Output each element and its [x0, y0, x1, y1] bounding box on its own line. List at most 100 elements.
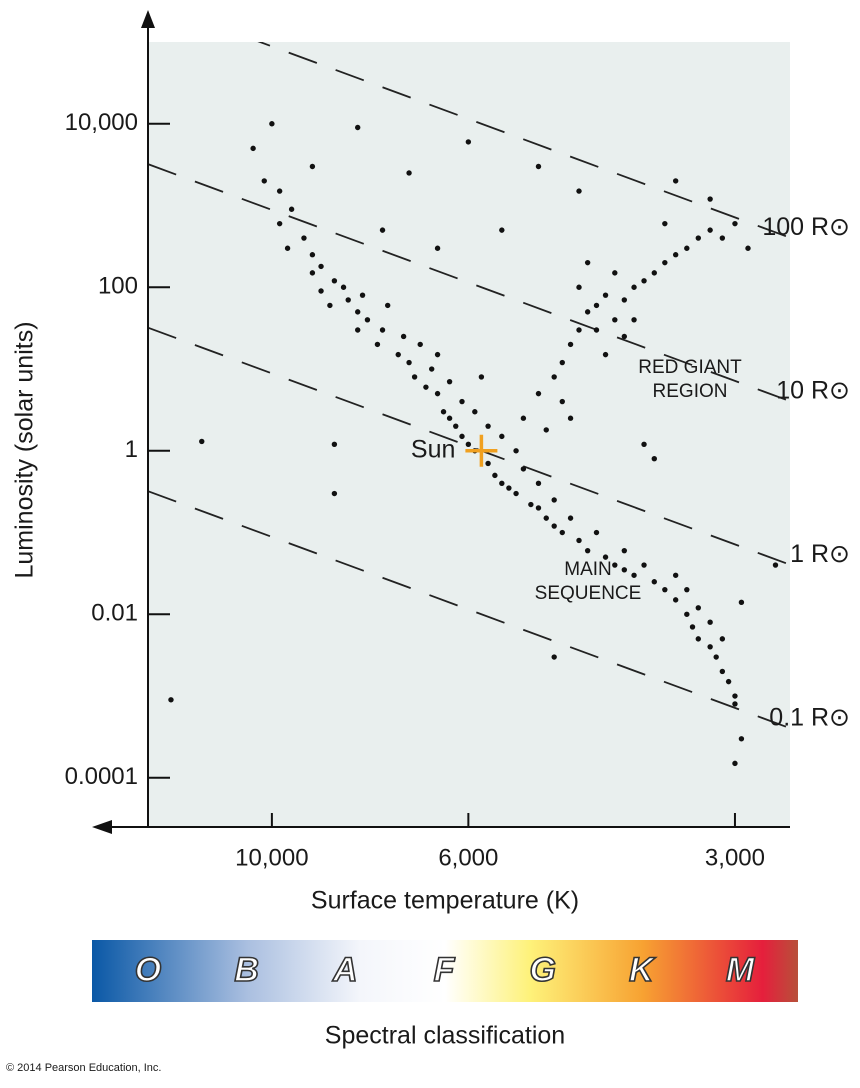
star	[492, 472, 498, 479]
star	[276, 188, 283, 194]
star	[374, 341, 381, 348]
radius-label: 10 R⊙	[776, 376, 850, 404]
star	[738, 736, 745, 742]
star	[331, 441, 338, 447]
star	[707, 227, 713, 233]
star	[318, 288, 324, 294]
star	[331, 490, 338, 497]
star	[719, 235, 726, 241]
star	[684, 586, 690, 593]
star	[551, 523, 557, 529]
star	[199, 438, 205, 445]
star	[355, 124, 361, 131]
star	[732, 693, 738, 699]
star	[567, 415, 574, 421]
star	[732, 220, 738, 227]
y-tick-label: 0.01	[91, 600, 138, 627]
radius-line	[148, 490, 790, 730]
star	[551, 654, 557, 660]
star	[593, 529, 600, 536]
star	[379, 327, 386, 333]
star	[695, 636, 702, 642]
star	[400, 333, 407, 340]
star	[738, 599, 745, 606]
spectral-class: O	[135, 951, 161, 989]
star	[478, 374, 485, 380]
region-note: REGION	[653, 381, 728, 402]
star	[631, 284, 637, 290]
star	[364, 317, 371, 323]
star	[725, 678, 732, 685]
star	[662, 259, 668, 266]
star	[621, 547, 628, 554]
star	[499, 227, 505, 233]
star	[472, 409, 478, 415]
spectral-class: B	[234, 951, 259, 989]
star	[612, 317, 618, 323]
star	[559, 398, 565, 405]
radius-line	[257, 42, 790, 239]
spectral-class: M	[726, 951, 755, 989]
star	[684, 611, 690, 617]
star	[411, 374, 418, 380]
star	[428, 366, 435, 372]
star	[689, 624, 696, 630]
star	[446, 415, 453, 421]
star	[641, 278, 647, 284]
region-note: RED GIANT	[638, 357, 742, 378]
star	[250, 145, 256, 152]
star	[309, 163, 316, 170]
sun-label: Sun	[411, 435, 455, 463]
star	[485, 460, 491, 467]
star	[732, 760, 738, 767]
star	[355, 327, 361, 333]
star	[513, 490, 519, 497]
spectral-bar	[92, 940, 798, 1002]
star	[576, 327, 582, 333]
star	[576, 188, 582, 194]
star	[695, 605, 702, 611]
star	[641, 441, 647, 447]
star	[651, 579, 657, 585]
star	[719, 636, 726, 642]
star	[331, 278, 338, 284]
star	[621, 297, 628, 303]
star	[535, 505, 542, 511]
star	[672, 178, 679, 184]
star	[535, 390, 542, 397]
star	[513, 448, 519, 454]
star	[631, 317, 637, 323]
star	[406, 359, 412, 366]
y-arrow	[141, 10, 155, 28]
star	[309, 252, 316, 258]
star	[576, 537, 582, 544]
star	[528, 501, 534, 508]
star	[584, 259, 591, 266]
star	[707, 644, 713, 650]
star	[417, 341, 423, 348]
star	[631, 572, 637, 578]
star	[499, 480, 505, 486]
spectral-title: Spectral classification	[325, 1022, 565, 1050]
star	[543, 515, 549, 521]
y-tick-label: 0.0001	[65, 763, 138, 790]
x-tick-label: 3,000	[705, 844, 765, 871]
star	[465, 139, 472, 145]
star	[327, 302, 333, 309]
star	[672, 597, 679, 603]
star	[520, 415, 527, 421]
star	[485, 423, 491, 429]
star	[707, 619, 713, 625]
star	[593, 327, 600, 333]
star	[651, 270, 657, 276]
spectral-class: A	[332, 951, 358, 989]
star	[576, 284, 582, 290]
star	[269, 121, 275, 127]
x-tick-label: 10,000	[235, 844, 308, 871]
star	[695, 235, 702, 241]
spectral-class: K	[629, 951, 656, 989]
star	[434, 245, 441, 251]
radius-label: 0.1 R⊙	[769, 703, 850, 731]
star	[719, 668, 726, 675]
